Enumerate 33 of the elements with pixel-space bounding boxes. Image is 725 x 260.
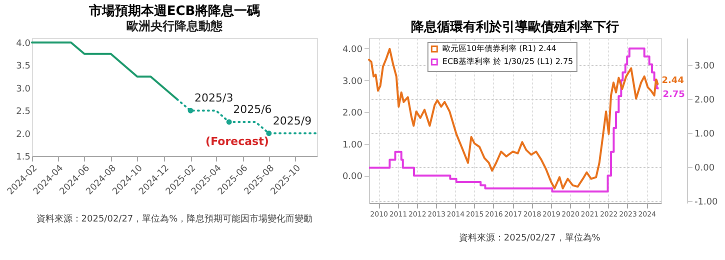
y2-tick-label: 1.00 — [694, 129, 715, 140]
annotation: 2025/3 — [194, 92, 234, 105]
data-label: 2.44 — [662, 76, 684, 86]
y-tick-label: 1.5 — [16, 152, 30, 162]
annotation: 2025/6 — [233, 102, 272, 116]
y-tick-label: 2.0 — [16, 130, 31, 140]
y-tick-label: 3.00 — [342, 76, 363, 87]
y-tick-label: 0.00 — [342, 172, 363, 182]
y-tick-label: 3.5 — [16, 62, 30, 72]
y2-tick-label: -1.00 — [694, 197, 718, 208]
y-tick-label: 2.5 — [16, 107, 30, 118]
source-note: 資料來源：2025/02/27，單位為% — [458, 232, 601, 244]
y2-tick-label: 0.00 — [694, 163, 715, 174]
legend-label: ECB基準利率 於 1/30/25 (L1) 2.75 — [442, 57, 574, 66]
y-tick-label: 4.00 — [342, 44, 363, 55]
line-series — [31, 42, 178, 100]
annotation: 2025/9 — [272, 114, 312, 128]
source-note: 資料來源：2025/02/27，單位為%，降息預期可能因市場變化而變動 — [36, 214, 313, 225]
chart-title: 降息循環有利於引導歐債殖利率下行 — [411, 19, 619, 35]
legend-label: 歐元區10年債券利率 (R1) 2.44 — [442, 44, 556, 53]
y-tick-label: 3.0 — [16, 84, 31, 94]
y-tick-label: 2.00 — [342, 108, 363, 119]
y-tick-label: 1.00 — [342, 140, 363, 150]
annotation: (Forecast) — [206, 134, 269, 148]
data-label: 2.75 — [662, 90, 685, 100]
y2-tick-label: 3.00 — [694, 61, 715, 72]
chart-subtitle: 歐洲央行降息動態 — [126, 19, 224, 33]
y-tick-label: 4.0 — [16, 39, 31, 50]
point — [226, 119, 232, 125]
point — [188, 108, 194, 114]
chart-title: 市場預期本週ECB將降息一碼 — [88, 3, 260, 19]
point — [266, 130, 272, 136]
y2-tick-label: 2.00 — [694, 95, 715, 106]
